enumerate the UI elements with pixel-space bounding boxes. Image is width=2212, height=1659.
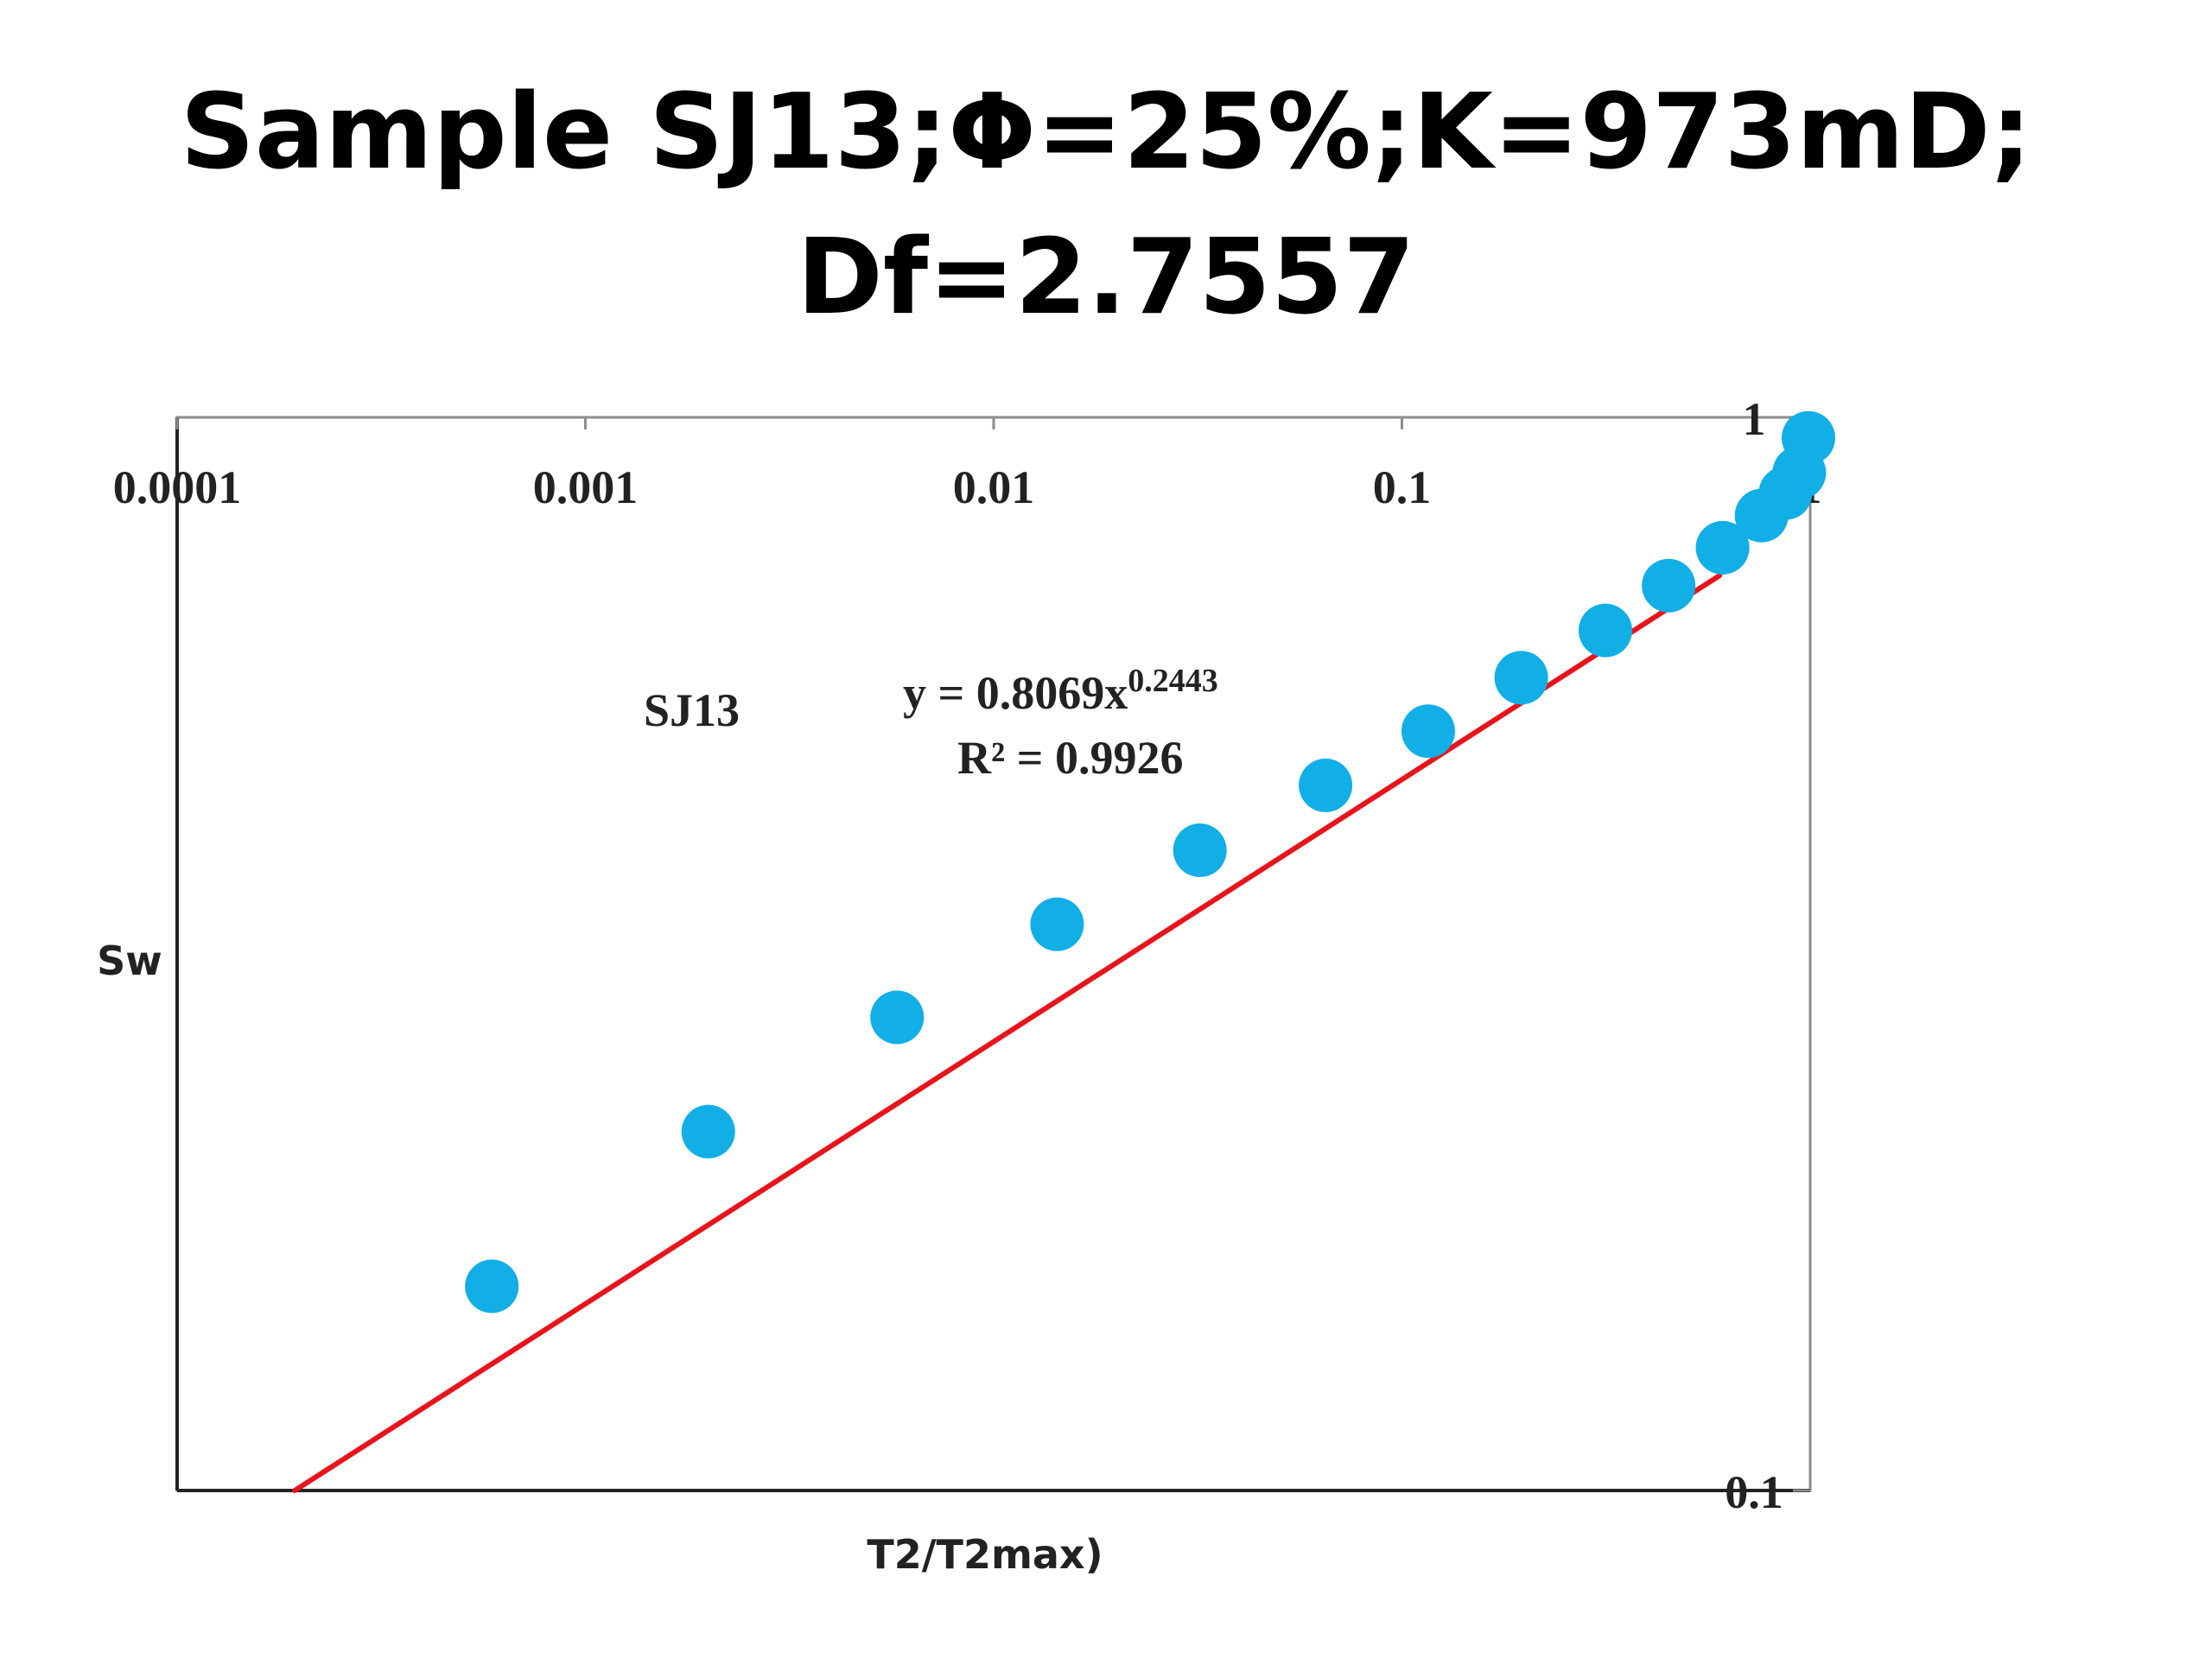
data-point [870, 990, 925, 1045]
data-point [681, 1104, 735, 1159]
plot-axes [175, 416, 1812, 1492]
data-point [1401, 704, 1455, 759]
x-tick-label: 0.001 [533, 461, 639, 513]
chart-title-line2: Df=2.7557 [797, 218, 1415, 338]
y-tick-label: 0.1 [1725, 1466, 1783, 1518]
data-point [1642, 558, 1696, 613]
tick-marks [175, 416, 1812, 1492]
trend-equation: y = 0.8069x0.2443 [903, 663, 1218, 719]
chart-title: Sample SJ13;Φ=25%;K=973mD; Df=2.7557 [0, 60, 2212, 351]
data-point [1695, 520, 1750, 575]
x-tick-label: 0.01 [953, 461, 1035, 513]
data-points [465, 410, 1835, 1313]
plot-area-frame [175, 416, 1812, 1492]
data-point [1494, 651, 1548, 705]
y-tick-label: 1 [1743, 393, 1766, 445]
trend-equation-exponent: 0.2443 [1128, 663, 1218, 699]
trendline-group [292, 573, 1723, 1493]
trendline [292, 573, 1723, 1493]
data-point [1173, 823, 1227, 878]
data-point [1299, 758, 1353, 812]
series-annotation: SJ13 [644, 684, 740, 736]
data-point [1578, 603, 1632, 658]
x-axis-label: T2/T2max) [867, 1531, 1103, 1578]
y-axis-label: Sw [97, 938, 162, 984]
trend-equation-main: y = 0.8069x [903, 667, 1128, 719]
data-point [1781, 410, 1835, 465]
data-point [1030, 897, 1084, 951]
chart-title-line1: Sample SJ13;Φ=25%;K=973mD; [180, 73, 2032, 193]
x-tick-label: 0.1 [1373, 461, 1432, 513]
x-tick-label: 0.0001 [113, 461, 242, 513]
trend-r2: R² = 0.9926 [957, 732, 1183, 784]
data-point [465, 1259, 519, 1313]
